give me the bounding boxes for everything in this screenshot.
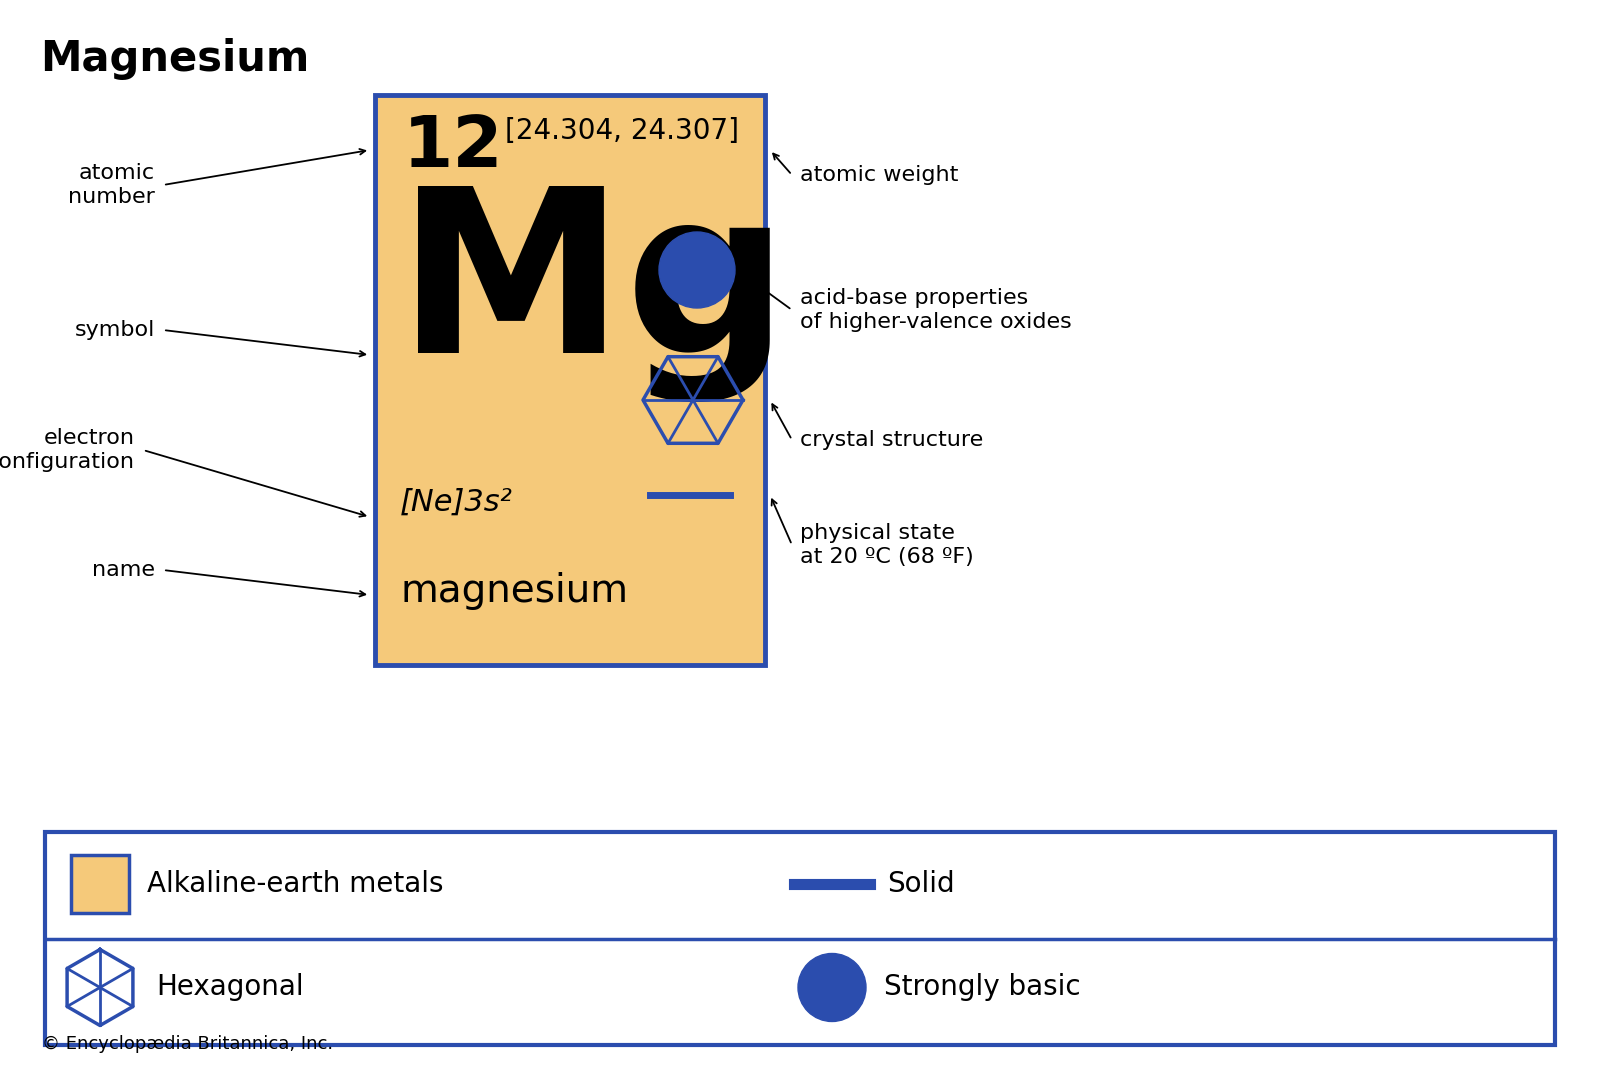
- Ellipse shape: [798, 954, 866, 1021]
- Text: © Encyclopædia Britannica, Inc.: © Encyclopædia Britannica, Inc.: [42, 1035, 333, 1053]
- Text: atomic weight: atomic weight: [800, 165, 958, 185]
- Text: [Ne]3s²: [Ne]3s²: [400, 488, 514, 517]
- Text: crystal structure: crystal structure: [800, 430, 984, 450]
- FancyBboxPatch shape: [70, 855, 130, 913]
- Text: Alkaline-earth metals: Alkaline-earth metals: [147, 871, 443, 898]
- Text: name: name: [93, 560, 155, 580]
- Text: [24.304, 24.307]: [24.304, 24.307]: [506, 117, 739, 145]
- Text: symbol: symbol: [75, 320, 155, 340]
- Text: acid-base properties
of higher-valence oxides: acid-base properties of higher-valence o…: [800, 288, 1072, 332]
- Text: Magnesium: Magnesium: [40, 38, 309, 80]
- Text: Solid: Solid: [886, 871, 955, 898]
- FancyBboxPatch shape: [374, 95, 765, 665]
- Ellipse shape: [659, 232, 734, 308]
- Text: electron
configuration: electron configuration: [0, 428, 134, 472]
- Text: atomic
number: atomic number: [69, 163, 155, 207]
- Text: physical state
at 20 ºC (68 ºF): physical state at 20 ºC (68 ºF): [800, 524, 974, 567]
- Text: Hexagonal: Hexagonal: [157, 973, 304, 1002]
- Text: 12: 12: [403, 113, 504, 182]
- Text: Mg: Mg: [397, 180, 789, 402]
- Text: magnesium: magnesium: [400, 572, 627, 610]
- FancyBboxPatch shape: [45, 832, 1555, 1045]
- Text: Strongly basic: Strongly basic: [883, 973, 1080, 1002]
